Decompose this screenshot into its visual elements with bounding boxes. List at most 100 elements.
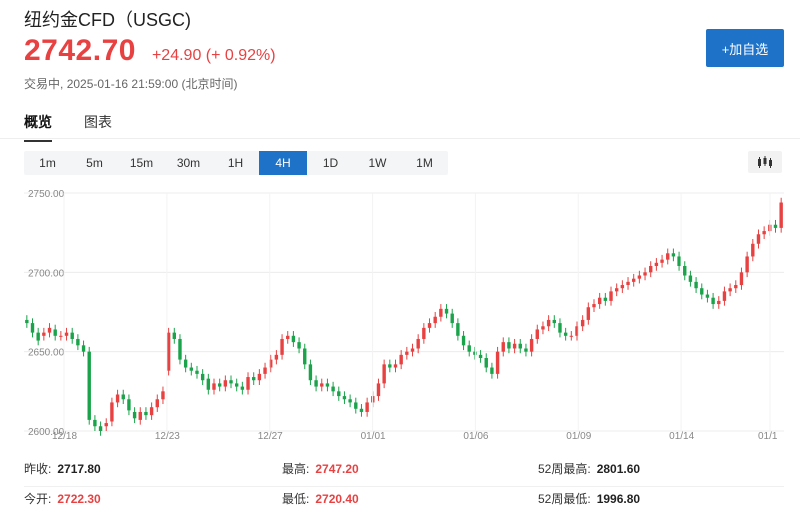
period-15m[interactable]: 15m bbox=[129, 156, 154, 170]
candle-body bbox=[399, 354, 403, 365]
stat-value: 2720.40 bbox=[315, 492, 359, 506]
x-tick-label: 01/14 bbox=[669, 431, 694, 442]
stat-label: 52周最低: bbox=[538, 492, 591, 506]
candlestick-chart-icon bbox=[758, 156, 772, 168]
candle-body bbox=[36, 332, 40, 341]
trading-status: 交易中, 2025-01-16 21:59:00 (北京时间) bbox=[24, 75, 237, 92]
stat-label: 今开: bbox=[24, 492, 52, 506]
stat-label: 52周最高: bbox=[538, 462, 591, 476]
candle-body bbox=[524, 348, 528, 352]
candle-body bbox=[121, 394, 125, 400]
candle-body bbox=[342, 396, 347, 400]
candle-body bbox=[200, 373, 205, 381]
candle-body bbox=[81, 345, 86, 352]
period-1mo[interactable]: 1M bbox=[416, 156, 433, 170]
candle-body bbox=[779, 202, 783, 228]
candle-body bbox=[728, 288, 732, 292]
candle-body bbox=[433, 316, 437, 324]
candle-body bbox=[501, 342, 505, 352]
period-1h[interactable]: 1H bbox=[227, 156, 244, 170]
view-tabs: 概览 图表 bbox=[24, 112, 112, 142]
chart-type-button[interactable] bbox=[748, 151, 782, 173]
period-30m[interactable]: 30m bbox=[176, 156, 201, 170]
candle-body bbox=[365, 402, 369, 412]
candle-body bbox=[490, 367, 494, 374]
candle-body bbox=[127, 399, 131, 411]
candle-body bbox=[291, 335, 296, 343]
tab-chart[interactable]: 图表 bbox=[84, 114, 112, 130]
candle-body bbox=[30, 323, 35, 333]
candle-body bbox=[64, 332, 69, 336]
add-to-watchlist-button[interactable]: +加自选 bbox=[706, 29, 784, 67]
period-1m[interactable]: 1m bbox=[39, 156, 56, 170]
candle-body bbox=[439, 308, 443, 317]
candle-body bbox=[751, 243, 755, 257]
timestamp: 2025-01-16 21:59:00 bbox=[66, 77, 179, 91]
candle-body bbox=[189, 367, 194, 371]
price-chart[interactable]: 2750.00 2700.00 2650.00 2600.00 12/18 12/23 12… bbox=[24, 183, 784, 443]
candle-body bbox=[166, 332, 171, 371]
candle-body bbox=[450, 313, 454, 324]
candle-body bbox=[552, 319, 556, 324]
candle-body bbox=[98, 426, 103, 431]
candle-body bbox=[507, 342, 511, 349]
period-selector: 1m 5m 15m 30m 1H 4H 1D 1W 1M bbox=[24, 151, 448, 175]
candle-body bbox=[53, 329, 57, 336]
candle-body bbox=[115, 394, 120, 403]
x-tick-label: 01/01 bbox=[361, 431, 386, 442]
candle-body bbox=[348, 399, 352, 403]
candle-body bbox=[263, 367, 267, 374]
candle-body bbox=[722, 291, 727, 301]
period-1w[interactable]: 1W bbox=[368, 156, 387, 170]
x-tick-label: 12/18 bbox=[52, 431, 77, 442]
candle-body bbox=[229, 380, 233, 384]
y-tick-label: 2700.00 bbox=[28, 268, 65, 279]
candle-body bbox=[580, 319, 585, 327]
candle-body bbox=[132, 411, 137, 419]
x-tick-label: 12/27 bbox=[258, 431, 283, 442]
candle-body bbox=[717, 300, 721, 305]
candle-body bbox=[620, 285, 625, 289]
candle-body bbox=[512, 343, 517, 349]
candle-body bbox=[76, 338, 80, 346]
candle-body bbox=[110, 402, 114, 422]
candle-body bbox=[614, 288, 619, 292]
candle-body bbox=[144, 411, 148, 416]
stat-value: 2801.60 bbox=[596, 462, 641, 476]
candle-body bbox=[286, 335, 290, 339]
candle-body bbox=[359, 408, 364, 412]
period-1d[interactable]: 1D bbox=[322, 156, 339, 170]
candle-body bbox=[155, 399, 159, 408]
candle-body bbox=[206, 378, 211, 390]
candle-body bbox=[529, 338, 534, 352]
stat-label: 最低: bbox=[282, 492, 310, 506]
stat-open: 今开: 2722.30 bbox=[24, 490, 101, 507]
candle-body bbox=[671, 253, 676, 257]
candle-body bbox=[518, 343, 522, 349]
candle-body bbox=[178, 338, 182, 360]
candle-body bbox=[575, 326, 579, 336]
candle-body bbox=[541, 326, 545, 330]
candle-body bbox=[456, 323, 460, 336]
candle-body bbox=[762, 231, 766, 235]
candle-body bbox=[649, 265, 653, 273]
candle-body bbox=[149, 407, 154, 416]
tabs-divider bbox=[0, 138, 800, 139]
tab-overview[interactable]: 概览 bbox=[24, 112, 52, 142]
candle-body bbox=[93, 419, 97, 427]
candle-body bbox=[422, 327, 426, 339]
period-5m[interactable]: 5m bbox=[86, 156, 103, 170]
y-tick-label: 2650.00 bbox=[28, 348, 65, 359]
candle-body bbox=[756, 234, 761, 244]
candle-body bbox=[172, 332, 176, 339]
candle-body bbox=[138, 411, 142, 420]
candle-body bbox=[223, 380, 228, 387]
candle-body bbox=[478, 354, 483, 359]
candle-body bbox=[603, 297, 608, 301]
period-4h[interactable]: 4H bbox=[259, 151, 307, 175]
candle-body bbox=[586, 307, 591, 320]
candle-body bbox=[711, 297, 715, 305]
stats-divider bbox=[24, 486, 784, 487]
x-tick-label: 01/06 bbox=[463, 431, 488, 442]
